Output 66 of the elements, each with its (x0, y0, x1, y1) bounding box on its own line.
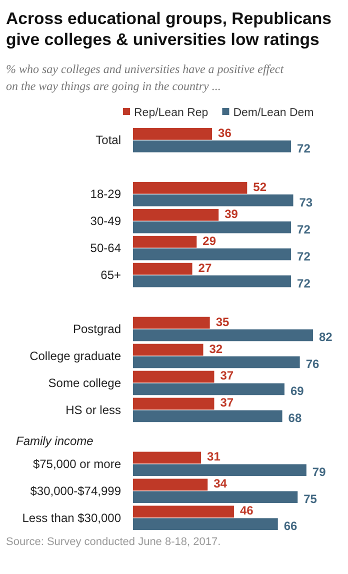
bar (133, 478, 208, 491)
bar (133, 262, 192, 275)
y-tick-label: 18-29 (90, 187, 122, 202)
data-label: 72 (297, 249, 311, 264)
chart-title: Across educational groups, Republicans give colleges & universities low ratings (6, 9, 332, 49)
y-tick-label: 65+ (100, 268, 121, 282)
data-label: 66 (284, 519, 298, 534)
bar (133, 518, 278, 530)
data-label: 73 (299, 195, 313, 210)
text: Family income (16, 434, 94, 448)
bar (133, 506, 234, 518)
y-tick-label: 30-49 (90, 214, 122, 228)
data-label: 35 (216, 314, 230, 329)
legend-label: Rep/Lean Rep (134, 107, 208, 119)
y-tick-label: Postgrad (72, 322, 121, 336)
data-label: 68 (288, 411, 302, 426)
bar (133, 221, 292, 234)
data-label: 72 (297, 141, 311, 156)
bar (133, 356, 300, 368)
data-label: 79 (312, 465, 326, 480)
bar (133, 410, 282, 422)
bar (133, 236, 197, 248)
bar (133, 275, 292, 288)
data-label: 39 (224, 206, 238, 221)
legend-label: Dem/Lean Dem (233, 107, 314, 119)
source-note: Source: Survey conducted June 8-18, 2017. (6, 536, 221, 548)
y-tick-label: Some college (48, 376, 122, 390)
bar (133, 208, 219, 221)
bar (133, 182, 248, 194)
bar (133, 128, 212, 140)
data-label: 76 (306, 357, 320, 372)
data-label: 27 (198, 260, 212, 275)
data-label: 32 (209, 342, 223, 356)
data-label: 34 (214, 476, 228, 491)
bar (133, 452, 202, 464)
bar (133, 464, 306, 476)
data-label: 36 (218, 126, 232, 140)
data-label: 69 (290, 384, 304, 398)
y-tick-label: $30,000-$74,999 (30, 484, 122, 498)
bar (133, 140, 292, 152)
bar (133, 248, 292, 260)
y-tick-label: $75,000 or more (32, 456, 122, 471)
data-label: 52 (253, 180, 267, 194)
data-label: 72 (297, 276, 311, 290)
data-label: 82 (319, 330, 333, 344)
bar (133, 194, 294, 206)
data-label: 37 (220, 368, 234, 383)
y-tick-label: College graduate (30, 348, 122, 363)
chart-subtitle: % who say colleges and universities have a positive effect on the way things are going in the country ... (6, 62, 284, 93)
data-label: 72 (297, 222, 311, 236)
bar (133, 370, 214, 383)
bar (133, 329, 313, 342)
bar (133, 491, 298, 504)
data-label: 46 (240, 504, 254, 518)
data-label: 75 (304, 492, 318, 506)
y-tick-label: Total (96, 133, 121, 148)
bar (133, 316, 210, 329)
bar (133, 344, 204, 356)
bar (133, 398, 214, 410)
data-label: 37 (220, 396, 234, 410)
y-tick-label: 50-64 (90, 241, 122, 256)
y-tick-label: Less than $30,000 (22, 510, 122, 525)
data-label: 29 (202, 234, 216, 248)
bar (133, 383, 284, 396)
y-tick-label: HS or less (66, 402, 121, 417)
data-label: 31 (207, 450, 221, 464)
